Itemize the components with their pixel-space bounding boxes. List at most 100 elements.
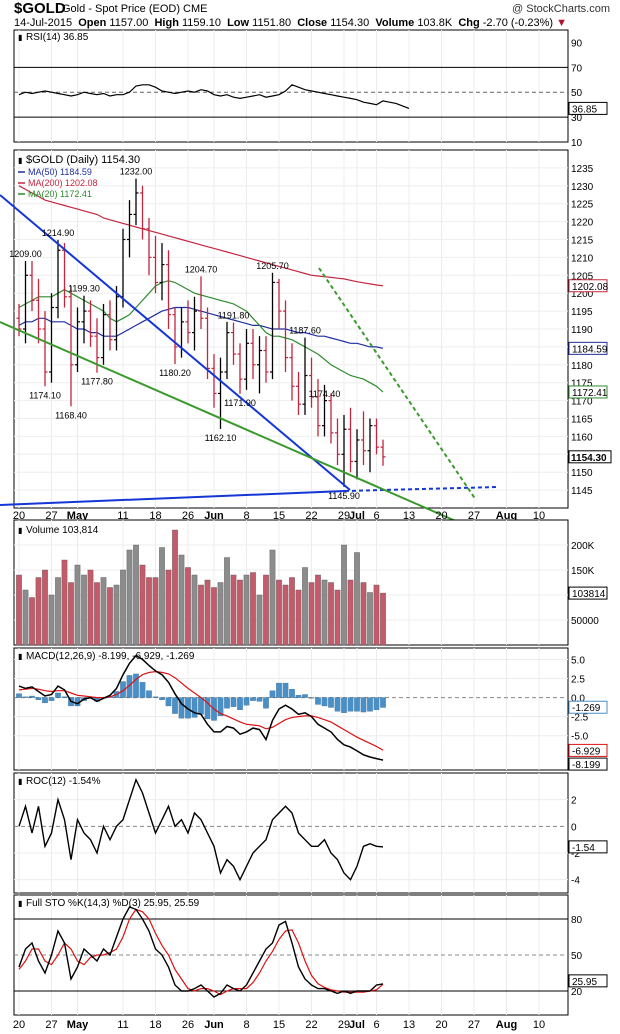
macd-histogram-bar <box>165 697 172 707</box>
x-axis-label: May <box>67 510 89 522</box>
x-axis-label: 11 <box>117 510 128 522</box>
x-axis-label: 29 <box>338 510 350 522</box>
macd-last-value-box <box>568 757 608 771</box>
volume-bar <box>373 584 380 646</box>
volume-bar <box>347 579 354 646</box>
sto-tick-label: 20 <box>571 987 583 998</box>
chart-header: $GOLD Gold - Spot Price (EOD) CME @ Stoc… <box>0 0 620 30</box>
macd-histogram-bar <box>55 692 61 698</box>
macd-histogram-bar <box>172 697 178 714</box>
volume-bar <box>263 574 269 646</box>
x-axis-label-bottom: 10 <box>533 1019 545 1031</box>
x-axis-label-bottom: 26 <box>182 1019 194 1031</box>
volume-bar <box>185 567 191 646</box>
open-label: Open <box>78 17 107 29</box>
price-annotation: 1199.30 <box>68 284 100 294</box>
x-axis-label: Aug <box>496 510 517 522</box>
rsi-tick-label: 10 <box>571 138 583 149</box>
high-value: 1159.10 <box>182 17 221 29</box>
macd-histogram-bar <box>224 697 230 709</box>
volume-label: Volume <box>375 17 415 29</box>
x-axis-label: 27 <box>45 510 57 522</box>
x-axis-label-bottom: 22 <box>305 1019 317 1031</box>
roc-last-value-box <box>568 840 608 854</box>
macd-histogram-bar <box>139 682 146 698</box>
last-price-box <box>568 450 612 464</box>
x-axis-label: 20 <box>435 510 447 522</box>
volume-bar <box>100 577 107 646</box>
volume-bar <box>120 569 126 646</box>
volume-bar <box>48 594 55 646</box>
rsi-last-value-box <box>568 101 608 115</box>
volume-bar <box>302 567 308 646</box>
rsi-tick-label: 90 <box>571 38 583 49</box>
price-annotation: 1171.90 <box>224 398 256 408</box>
macd-tick-label: -5.0 <box>571 732 589 743</box>
macd-histogram-bar <box>159 697 165 700</box>
price-tick-label: 1200 <box>571 289 594 300</box>
sto-last-value-box <box>568 974 608 988</box>
macd-histogram-bar <box>133 673 139 698</box>
volume-bar <box>29 597 35 646</box>
macd-histogram-bar <box>22 696 29 698</box>
price-annotation: 1191.80 <box>218 311 250 321</box>
volume-bar <box>133 544 139 646</box>
price-legend-entry: MA(50) 1184.59 <box>28 167 92 177</box>
price-tick-label: 1165 <box>571 415 593 426</box>
volume-bar <box>328 582 334 646</box>
volume-bar <box>68 582 74 646</box>
volume-bar <box>354 552 360 646</box>
macd-histogram-bar <box>289 689 295 698</box>
volume-bar <box>146 577 152 646</box>
exchange: CME <box>183 3 208 15</box>
brand-logo[interactable]: @ StockCharts.com <box>512 3 610 15</box>
macd-histogram-bar <box>217 697 224 717</box>
macd-histogram-bar <box>328 697 334 708</box>
volume-legend-icon: ▮ <box>18 526 22 535</box>
ma20-last-value-box <box>568 385 608 399</box>
macd-histogram-bar <box>35 697 42 700</box>
macd-histogram-bar <box>360 697 367 713</box>
macd-histogram-bar <box>315 697 321 705</box>
macd-tick-label: 2.5 <box>571 675 585 686</box>
rsi-tick-label: 50 <box>571 88 583 99</box>
volume-bar <box>191 574 198 646</box>
volume-bar <box>42 569 48 646</box>
price-annotation: 1174.10 <box>29 390 61 400</box>
open-value: 1157.00 <box>109 17 149 29</box>
x-axis-label: 8 <box>243 510 249 522</box>
macd-histogram-bar <box>295 695 302 698</box>
volume-bar <box>204 579 211 646</box>
volume-bar <box>81 574 87 646</box>
volume-bar <box>315 574 321 646</box>
macd-histogram-bar <box>29 695 35 698</box>
macd-histogram-bar <box>321 697 328 707</box>
x-axis-label: 26 <box>182 510 194 522</box>
macd-signal-last-value-box <box>568 743 608 757</box>
volume-bar <box>211 587 217 646</box>
macd-histogram-bar <box>341 697 347 713</box>
macd-histogram-bar <box>126 675 133 698</box>
volume-bar <box>367 592 373 646</box>
x-axis-label-bottom: May <box>67 1019 89 1031</box>
volume-bar <box>172 529 178 646</box>
close-value: 1154.30 <box>330 17 370 29</box>
rsi-last-value: 36.85 <box>572 104 597 115</box>
volume-value: 103.8K <box>417 17 453 29</box>
volume-bar <box>243 574 250 646</box>
macd-histogram-bar <box>191 697 198 718</box>
macd-hist-last-value: -1.269 <box>572 703 601 714</box>
x-axis-label: 13 <box>403 510 415 522</box>
price-annotation: 1214.90 <box>42 228 75 238</box>
macd-histogram-bar <box>146 690 152 698</box>
roc-series-line <box>18 777 384 882</box>
volume-bar <box>139 564 146 646</box>
volume-bar <box>295 589 302 646</box>
x-axis-label-bottom: 27 <box>468 1019 480 1031</box>
rsi-series-line <box>18 84 410 109</box>
price-tick-label: 1175 <box>571 379 593 390</box>
volume-bar <box>35 577 42 646</box>
volume-bar <box>107 587 113 646</box>
x-axis-label: 20 <box>13 510 25 522</box>
macd-line <box>18 654 384 761</box>
